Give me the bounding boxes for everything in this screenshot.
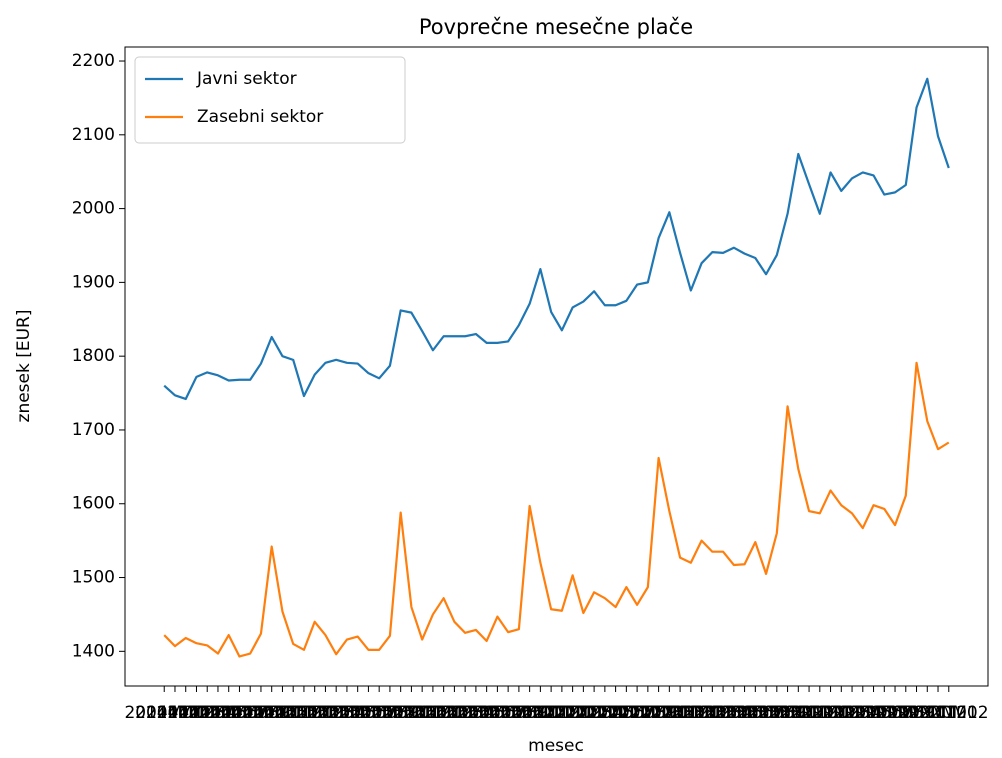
x-tick-label: 2016M06 (436, 703, 516, 723)
x-tick-label: 2018M04 (673, 703, 753, 723)
x-tick-label: 2014M02 (135, 703, 215, 723)
x-tick-label: 2014M11 (232, 703, 312, 723)
x-tick-label: 2015M12 (372, 703, 452, 723)
x-tick-label: 2016M07 (447, 703, 527, 723)
y-tick-label: 2100 (72, 125, 115, 145)
x-tick-label: 2016M02 (393, 703, 473, 723)
x-tick-label: 2016M01 (382, 703, 462, 723)
x-tick-label: 2020M02 (909, 703, 989, 723)
legend-box (134, 56, 406, 144)
x-tick-label: 2014M04 (157, 703, 237, 723)
x-tick-label: 2015M10 (350, 703, 430, 723)
y-tick-label: 1500 (72, 568, 115, 588)
y-tick-label: 1900 (72, 272, 115, 292)
x-tick-label: 2017M11 (619, 703, 699, 723)
x-tick-label: 2014M08 (200, 703, 280, 723)
x-tick-label: 2015M04 (286, 703, 366, 723)
x-tick-label: 2018M09 (726, 703, 806, 723)
x-tick-label: 2016M12 (501, 703, 581, 723)
x-tick-label: 2018M11 (748, 703, 828, 723)
x-axis-label: mesec (528, 736, 584, 756)
x-tick-label: 2016M08 (458, 703, 538, 723)
x-tick-label: 2019M04 (802, 703, 882, 723)
x-tick-label: 2019M11 (877, 703, 957, 723)
x-tick-label: 2017M02 (522, 703, 602, 723)
x-tick-label: 2017M08 (587, 703, 667, 723)
x-tick-label: 2019M10 (866, 703, 946, 723)
x-tick-label: 2018M05 (683, 703, 763, 723)
x-tick-label: 2018M01 (640, 703, 720, 723)
x-tick-label: 2019M05 (812, 703, 892, 723)
x-tick-label: 2016M09 (468, 703, 548, 723)
x-tick-label: 2016M05 (425, 703, 505, 723)
y-tick-label: 1400 (72, 641, 115, 661)
x-tick-label: 2014M09 (210, 703, 290, 723)
x-tick-label: 2015M08 (329, 703, 409, 723)
x-tick-label: 2020M01 (898, 703, 978, 723)
x-tick-label: 2017M04 (544, 703, 624, 723)
y-axis-label: znesek [EUR] (14, 310, 34, 423)
x-tick-label: 2014M07 (189, 703, 269, 723)
x-tick-label: 2019M12 (887, 703, 967, 723)
x-tick-label: 2017M03 (533, 703, 613, 723)
line (163, 77, 950, 401)
x-tick-label: 2015M09 (339, 703, 419, 723)
x-tick-label: 2016M10 (479, 703, 559, 723)
x-tick-label: 2019M06 (823, 703, 903, 723)
y-tick-label: 2000 (72, 199, 115, 219)
x-tick-label: 2017M01 (511, 703, 591, 723)
x-tick-label: 2014M12 (243, 703, 323, 723)
x-tick-label: 2019M02 (780, 703, 860, 723)
x-tick-label: 2017M05 (554, 703, 634, 723)
x-tick-label: 2017M10 (608, 703, 688, 723)
legend-label: Javni sektor (196, 69, 297, 89)
x-tick-label: 2014M10 (221, 703, 301, 723)
x-tick-label: 2018M02 (651, 703, 731, 723)
x-tick-label: 2019M08 (845, 703, 925, 723)
x-tick-label: 2018M07 (705, 703, 785, 723)
x-tick-label: 2015M11 (361, 703, 441, 723)
x-tick-label: 2019M03 (791, 703, 871, 723)
x-tick-label: 2015M02 (264, 703, 344, 723)
x-tick-label: 2018M12 (759, 703, 839, 723)
x-tick-label: 2017M06 (565, 703, 645, 723)
x-tick-label: 2019M07 (834, 703, 914, 723)
x-tick-label: 2019M01 (769, 703, 849, 723)
chart-title: Povprečne mesečne plače (419, 15, 693, 39)
y-tick-label: 1600 (72, 494, 115, 514)
x-tick-label: 2017M09 (597, 703, 677, 723)
x-tick-label: 2018M08 (716, 703, 796, 723)
x-tick-label: 2018M10 (737, 703, 817, 723)
line (163, 361, 950, 658)
x-tick-label: 2015M07 (318, 703, 398, 723)
y-tick-label: 1700 (72, 420, 115, 440)
y-tick-label: 1800 (72, 346, 115, 366)
x-tick-label: 2015M03 (275, 703, 355, 723)
x-tick-label: 2014M03 (146, 703, 226, 723)
x-tick-label: 2017M12 (630, 703, 710, 723)
plot-frame (124, 46, 989, 687)
x-tick-label: 2017M07 (576, 703, 656, 723)
legend-label: Zasebni sektor (197, 107, 323, 127)
x-tick-label: 2014M05 (167, 703, 247, 723)
y-tick-label: 2200 (72, 51, 115, 71)
x-tick-label: 2015M06 (307, 703, 387, 723)
x-tick-label: 2018M03 (662, 703, 742, 723)
x-tick-label: 2016M04 (415, 703, 495, 723)
x-tick-label: 2018M06 (694, 703, 774, 723)
x-tick-label: 2016M11 (490, 703, 570, 723)
x-tick-label: 2019M09 (855, 703, 935, 723)
x-tick-label: 2015M05 (296, 703, 376, 723)
x-tick-label: 2016M03 (404, 703, 484, 723)
x-tick-label: 2014M06 (178, 703, 258, 723)
x-tick-label: 2015M01 (253, 703, 333, 723)
x-tick-label: 2014M01 (124, 703, 204, 723)
